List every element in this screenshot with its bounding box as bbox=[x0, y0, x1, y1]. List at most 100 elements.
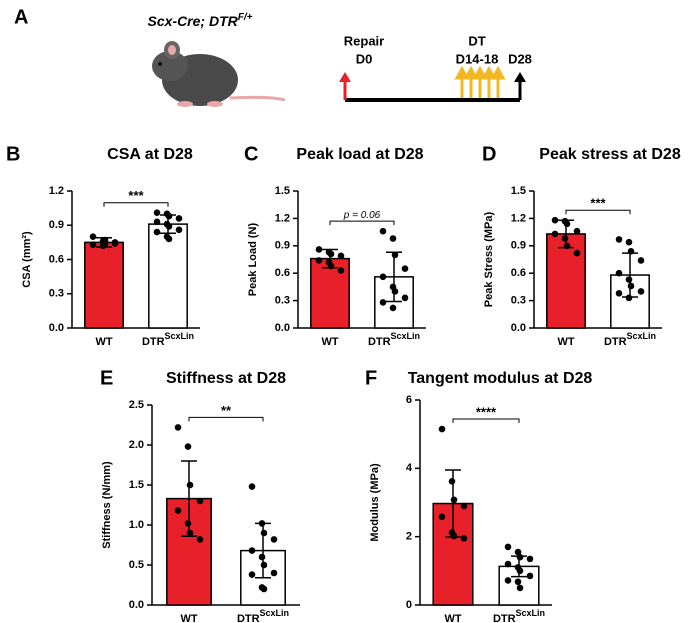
data-point bbox=[165, 235, 173, 243]
data-point bbox=[186, 481, 194, 489]
data-point bbox=[516, 567, 524, 575]
panel-letter: A bbox=[14, 6, 28, 28]
chart-title: Stiffness at D28 bbox=[166, 370, 286, 387]
data-point bbox=[615, 289, 623, 297]
y-tick-label: 0.6 bbox=[275, 267, 290, 279]
data-point bbox=[174, 424, 182, 431]
x-tick-label: DTRScxLin bbox=[493, 608, 545, 623]
data-point bbox=[165, 223, 173, 230]
y-tick-label: 1.0 bbox=[129, 519, 144, 531]
significance-bracket bbox=[565, 209, 631, 215]
x-tick-label: DTRScxLin bbox=[237, 608, 289, 623]
x-tick-label: DTRScxLin bbox=[604, 331, 656, 348]
x-tick-label: WT bbox=[95, 336, 112, 348]
data-point bbox=[111, 240, 119, 247]
data-point bbox=[438, 513, 446, 521]
y-tick-label: 0.5 bbox=[129, 559, 144, 571]
significance-label: *** bbox=[590, 196, 606, 211]
data-point bbox=[196, 497, 204, 505]
data-point bbox=[516, 584, 524, 592]
data-point bbox=[315, 257, 323, 264]
data-point bbox=[186, 529, 194, 537]
y-axis-label: Stiffness (N/mm) bbox=[101, 461, 113, 549]
y-tick-label: 1.5 bbox=[511, 185, 526, 197]
chart-title: Peak stress at D28 bbox=[539, 146, 681, 163]
data-point bbox=[438, 425, 446, 433]
data-point bbox=[174, 507, 182, 514]
x-tick-label: DTRScxLin bbox=[368, 331, 420, 348]
category-sup: ScxLin bbox=[260, 608, 290, 618]
panel-letter: D bbox=[482, 143, 496, 165]
data-point bbox=[315, 246, 323, 253]
x-tick-label: WT bbox=[180, 613, 197, 623]
y-tick-label: 0 bbox=[406, 599, 412, 611]
dt-days-label: D14-18 bbox=[456, 51, 499, 66]
data-point bbox=[153, 209, 161, 216]
data-point bbox=[391, 251, 399, 259]
bar bbox=[84, 241, 124, 329]
data-point bbox=[526, 555, 534, 563]
y-tick-label: 0.0 bbox=[275, 322, 290, 334]
data-point bbox=[379, 227, 387, 235]
data-point bbox=[258, 520, 266, 527]
data-point bbox=[401, 294, 409, 302]
category-base: DTR bbox=[237, 613, 260, 623]
significance-bracket bbox=[329, 220, 395, 226]
mouse-icon bbox=[152, 41, 286, 107]
data-point bbox=[460, 535, 468, 542]
genotype-base: Scx-Cre; DTR bbox=[148, 13, 239, 29]
data-point bbox=[101, 236, 109, 244]
data-point bbox=[389, 304, 397, 312]
data-point bbox=[625, 238, 633, 246]
data-point bbox=[389, 235, 397, 242]
data-point bbox=[460, 502, 468, 510]
data-point bbox=[563, 220, 571, 228]
y-axis-label: Peak Load (N) bbox=[247, 222, 259, 296]
genotype-sup: F/+ bbox=[238, 12, 253, 23]
data-point bbox=[615, 236, 623, 243]
y-axis-label: Modulus (MPa) bbox=[369, 463, 381, 542]
genotype: Scx-Cre; DTRF/+ bbox=[148, 12, 253, 29]
y-tick-label: 0.3 bbox=[275, 295, 290, 307]
x-tick-label: WT bbox=[321, 336, 338, 348]
category-sup: ScxLin bbox=[391, 331, 421, 341]
data-point bbox=[551, 216, 559, 224]
data-point bbox=[625, 294, 633, 302]
data-point bbox=[379, 273, 387, 281]
y-tick-label: 1.2 bbox=[511, 212, 526, 224]
category-base: DTR bbox=[604, 336, 627, 348]
data-point bbox=[379, 299, 387, 306]
y-axis-label: Peak Stress (MPa) bbox=[483, 211, 495, 307]
category-base: WT bbox=[557, 336, 574, 348]
repair-label: Repair bbox=[344, 33, 384, 48]
chart-title: Tangent modulus at D28 bbox=[408, 370, 593, 387]
data-point bbox=[526, 572, 534, 580]
data-point bbox=[637, 288, 645, 295]
x-tick-label: WT bbox=[557, 336, 574, 348]
data-point bbox=[153, 218, 161, 226]
y-tick-label: 1.2 bbox=[49, 185, 64, 197]
data-point bbox=[504, 543, 512, 551]
data-point bbox=[561, 235, 569, 242]
panel-letter: B bbox=[6, 143, 20, 165]
data-point bbox=[99, 242, 107, 250]
bar bbox=[546, 233, 586, 329]
panel-letter: C bbox=[244, 143, 258, 165]
data-point bbox=[270, 536, 278, 543]
data-point bbox=[165, 212, 173, 220]
y-tick-label: 6 bbox=[406, 394, 412, 406]
data-point bbox=[184, 520, 192, 527]
data-point bbox=[153, 228, 161, 236]
data-point bbox=[258, 553, 266, 561]
panel-letter: E bbox=[100, 367, 113, 389]
y-tick-label: 2 bbox=[406, 531, 412, 543]
end-label: D28 bbox=[508, 51, 532, 66]
y-tick-label: 0.6 bbox=[511, 267, 526, 279]
data-point bbox=[448, 478, 456, 485]
y-tick-label: 0.0 bbox=[129, 599, 144, 611]
data-point bbox=[504, 577, 512, 584]
y-tick-label: 0.9 bbox=[275, 240, 290, 252]
data-point bbox=[551, 230, 559, 238]
y-tick-label: 2.0 bbox=[129, 439, 144, 451]
panel-letter: F bbox=[365, 367, 377, 389]
